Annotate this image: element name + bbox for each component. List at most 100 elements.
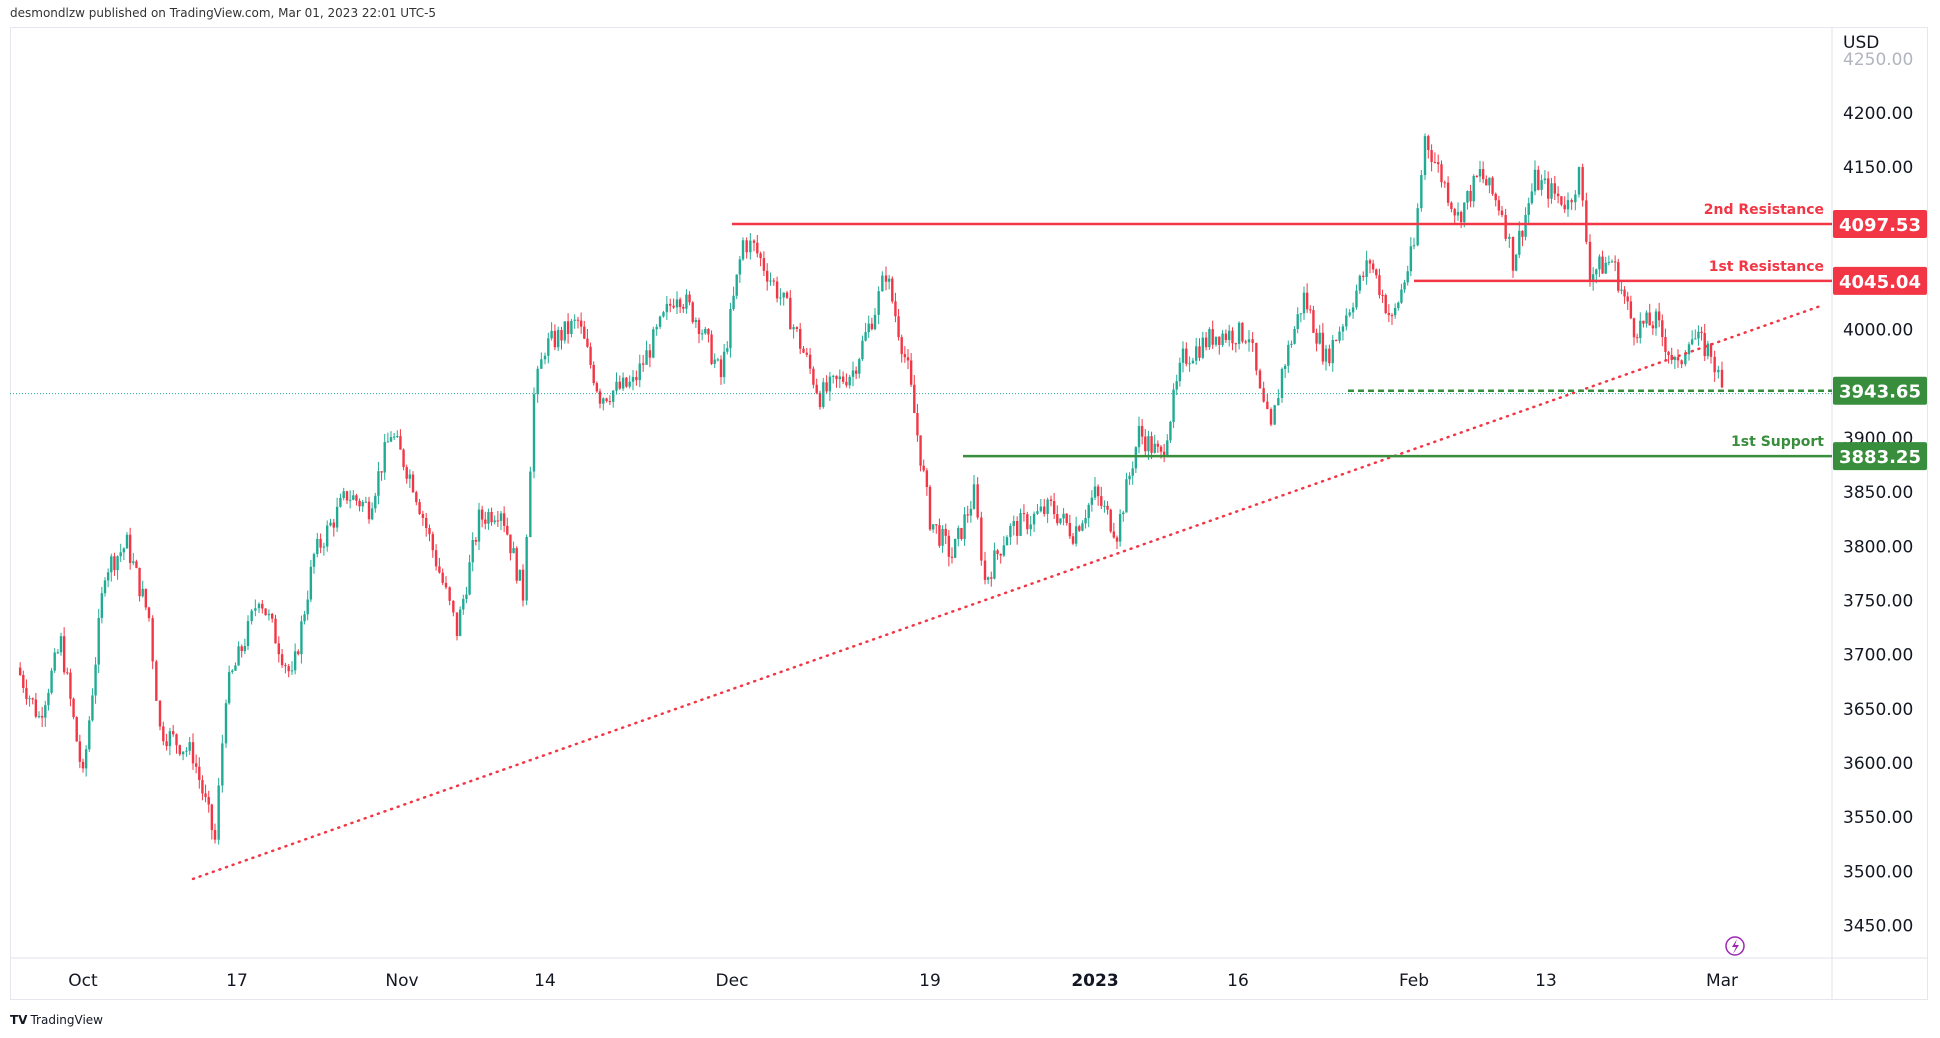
candle-body	[858, 359, 861, 374]
candle-body	[881, 275, 884, 292]
candle-body	[264, 608, 267, 616]
candle-body	[1078, 526, 1081, 531]
lightning-icon[interactable]	[1725, 936, 1745, 956]
candle-body	[194, 763, 198, 767]
candle-body	[415, 492, 418, 503]
candle-body	[128, 534, 132, 563]
candle-body	[1390, 315, 1394, 317]
candle-body	[1598, 256, 1601, 270]
candle-body	[1450, 202, 1453, 210]
candle-body	[1475, 175, 1479, 177]
candle-body	[595, 383, 599, 392]
candle-body	[969, 508, 973, 516]
candle-body	[329, 522, 332, 526]
candle-body	[1601, 256, 1604, 274]
candle-body	[1365, 260, 1368, 277]
candle-body	[1049, 499, 1053, 502]
candle-body	[1563, 204, 1566, 210]
candle-body	[1255, 342, 1258, 371]
candle-body	[655, 326, 658, 330]
candle-body	[1118, 514, 1122, 542]
trendline[interactable]	[191, 304, 1823, 881]
candle-body	[1591, 274, 1595, 282]
x-tick-label: Feb	[1399, 971, 1429, 991]
candle-body	[602, 398, 605, 404]
candle-body	[808, 354, 812, 369]
candle-body	[570, 320, 573, 334]
lightning-icon-glyph	[1732, 939, 1739, 954]
candle-body	[1639, 320, 1642, 338]
candle-body	[1062, 513, 1065, 519]
candle-body	[719, 359, 723, 378]
x-tick-label: 16	[1227, 971, 1249, 991]
y-tick-label: 3600.00	[1843, 754, 1913, 774]
candle-body	[678, 299, 682, 307]
candle-body	[1610, 261, 1614, 263]
candle-body	[931, 524, 935, 530]
candle-body	[583, 326, 586, 339]
candle-body	[759, 253, 762, 259]
candle-body	[772, 280, 775, 282]
candle-body	[1244, 341, 1247, 343]
candle-body	[175, 734, 178, 746]
candle-body	[697, 320, 701, 334]
candle-body	[1581, 167, 1584, 201]
candle-body	[1697, 331, 1700, 339]
candle-body	[766, 270, 769, 282]
candle-body	[897, 316, 900, 338]
candle-body	[532, 394, 536, 472]
candle-body	[1036, 511, 1039, 514]
y-tick-label: 3750.00	[1843, 591, 1913, 611]
candle-body	[210, 804, 214, 831]
candle-body	[348, 499, 352, 501]
candle-body	[221, 743, 224, 786]
candle-body	[518, 569, 522, 581]
candle-body	[1208, 329, 1211, 348]
candle-body	[1661, 320, 1664, 338]
candle-body	[1059, 518, 1062, 524]
candle-body	[1588, 241, 1592, 282]
candle-body	[906, 357, 910, 361]
candle-body	[1514, 254, 1518, 271]
y-tick-label: 3550.00	[1843, 808, 1913, 828]
candle-body	[990, 577, 993, 579]
candle-body	[557, 329, 560, 348]
candle-body	[1090, 497, 1094, 505]
candle-body	[1574, 194, 1577, 203]
candle-body	[122, 548, 126, 553]
candle-body	[1002, 545, 1006, 556]
candle-body	[405, 467, 408, 479]
candle-body	[213, 830, 217, 840]
candle-body	[688, 294, 691, 303]
candle-body	[1556, 193, 1560, 197]
candle-body	[1046, 499, 1049, 514]
candle-body	[1204, 337, 1208, 348]
candle-body	[1283, 365, 1287, 369]
candle-body	[1026, 514, 1029, 530]
tradingview-brand[interactable]: TV TradingView	[10, 1013, 103, 1027]
candle-body	[1566, 200, 1570, 210]
candle-body	[335, 506, 339, 528]
candle-body	[1251, 339, 1254, 343]
candle-body	[818, 392, 822, 408]
candle-body	[224, 703, 228, 744]
candle-body	[1065, 513, 1068, 524]
candle-body	[1409, 246, 1413, 272]
candle-body	[738, 259, 742, 275]
candle-body	[141, 588, 144, 597]
candle-body	[1293, 329, 1296, 344]
level-price-label: 3883.25	[1839, 447, 1921, 468]
candle-body	[119, 552, 122, 557]
candle-body	[1371, 263, 1375, 270]
candle-body	[1511, 236, 1515, 271]
candle-body	[835, 375, 838, 380]
y-tick-label: 3450.00	[1843, 916, 1913, 936]
candle-body	[1287, 344, 1290, 366]
candle-body	[319, 538, 322, 548]
candle-body	[261, 603, 264, 609]
candle-body	[1397, 302, 1400, 308]
candle-body	[81, 761, 85, 769]
candle-body	[779, 297, 782, 299]
candle-body	[1437, 162, 1440, 165]
